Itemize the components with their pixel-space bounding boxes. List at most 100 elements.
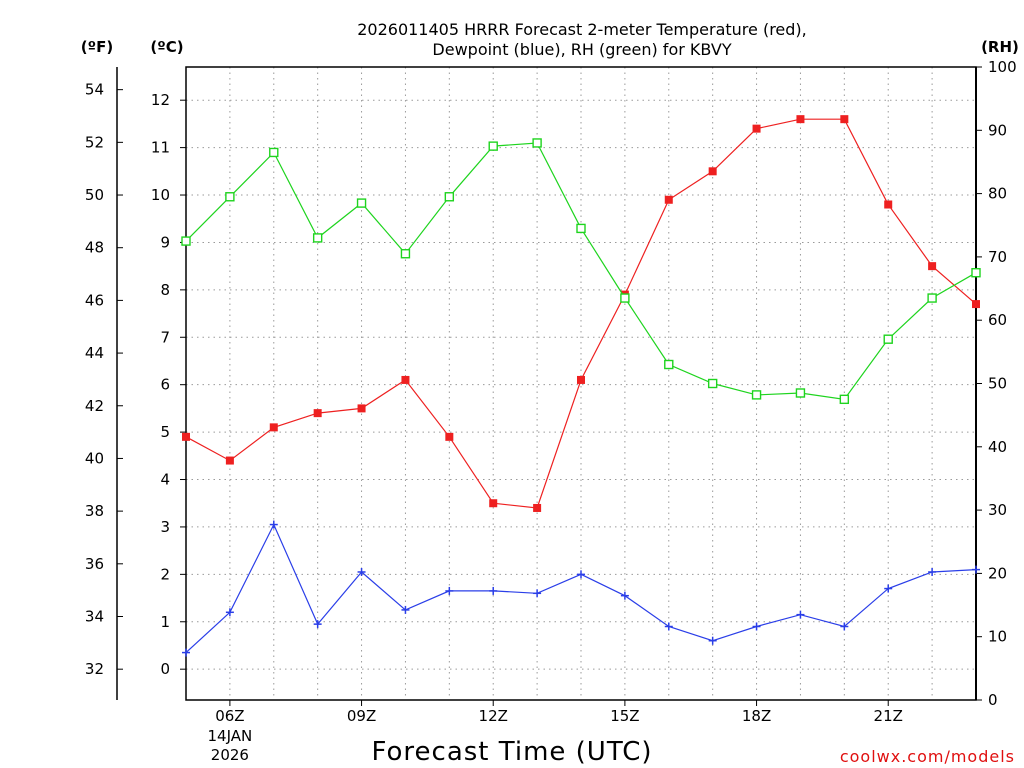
temperature-point [269,423,278,432]
rh-tick-label: 100 [988,58,1017,76]
celsius-tick-label: 7 [160,328,170,346]
celsius-tick-label: 3 [160,518,170,536]
fahrenheit-unit-label: (ºF) [81,38,113,56]
fahrenheit-tick-label: 42 [85,397,104,415]
tick-labels: 0123456789101112323436384042444648505254… [85,58,1017,764]
dewpoint-point [884,584,893,593]
rh-point [225,192,235,202]
rh-point [576,223,586,234]
celsius-tick-label: 11 [151,139,170,157]
rh-tick-label: 0 [988,691,998,709]
rh-point [356,198,367,208]
rh-point [707,378,718,389]
dewpoint-point [489,586,498,595]
dewpoint-point [708,636,717,645]
credit-text: coolwx.com/models [840,747,1015,766]
temperature-point [840,115,849,124]
fahrenheit-tick-label: 54 [85,81,104,99]
temperature-point [884,200,893,209]
fahrenheit-tick-label: 52 [85,133,104,151]
dewpoint-point [357,567,366,576]
celsius-tick-label: 0 [160,660,170,678]
dewpoint-point [445,586,454,595]
temperature-point [357,404,366,413]
celsius-tick-label: 5 [160,423,170,441]
dewpoint-point [620,591,629,600]
dewpoint-point [313,620,322,629]
x-tick-label: 06Z [215,707,244,725]
fahrenheit-tick-label: 50 [85,186,104,204]
celsius-tick-label: 1 [160,613,170,631]
x-tick-label: 18Z [742,707,771,725]
celsius-tick-label: 6 [160,376,170,394]
celsius-tick-label: 2 [160,565,170,583]
temperature-point [708,167,717,176]
title-line-2: Dewpoint (blue), RH (green) for KBVY [432,40,731,59]
rh-tick-label: 70 [988,248,1007,266]
temperature-point [225,456,234,465]
temperature-point [533,503,542,512]
rh-point [269,147,279,158]
rh-tick-label: 90 [988,121,1007,139]
x-tick-year: 2026 [211,746,249,764]
x-tick-label: 12Z [479,707,508,725]
celsius-tick-label: 10 [151,186,170,204]
fahrenheit-tick-label: 34 [85,607,104,625]
rh-tick-label: 80 [988,185,1007,203]
celsius-tick-label: 4 [160,471,170,489]
rh-tick-label: 50 [988,375,1007,393]
rh-point [839,394,850,405]
rh-tick-label: 60 [988,311,1007,329]
temperature-point [796,115,805,124]
temperature-point [401,375,410,384]
x-tick-label: 15Z [610,707,639,725]
dewpoint-point [533,589,542,598]
rh-point [444,192,455,202]
rh-point [312,233,323,243]
rh-unit-label: (RH) [981,38,1019,56]
fahrenheit-tick-label: 48 [85,239,104,257]
temperature-point [928,262,937,271]
fahrenheit-tick-label: 32 [85,660,104,678]
title: 2026011405 HRRR Forecast 2-meter Tempera… [357,20,807,59]
dewpoint-point [796,610,805,619]
rh-tick-label: 30 [988,501,1007,519]
dewpoint-point [664,622,673,631]
celsius-tick-label: 9 [160,233,170,251]
temperature-point [182,432,190,441]
temperature-point [752,124,761,133]
rh-tick-label: 20 [988,564,1007,582]
dewpoint-point [182,648,190,657]
fahrenheit-tick-label: 40 [85,449,104,467]
x-tick-label: 09Z [347,707,376,725]
rh-point [181,236,191,246]
fahrenheit-tick-label: 46 [85,291,104,309]
x-tick-date: 14JAN [208,727,253,745]
dewpoint-point [577,570,585,579]
rh-point [971,268,981,278]
fahrenheit-tick-label: 44 [85,344,104,362]
temperature-point [313,409,322,418]
rh-point [620,293,630,303]
dewpoint-line [185,523,977,654]
dewpoint-point [225,608,234,617]
dewpoint-point [752,622,761,631]
rh-point [795,388,806,398]
series-dewpoint [182,520,980,657]
rh-tick-label: 10 [988,628,1007,646]
celsius-unit-label: (ºC) [150,38,183,56]
title-line-1: 2026011405 HRRR Forecast 2-meter Tempera… [357,20,807,39]
dewpoint-point [401,605,410,614]
temperature-point [577,375,585,384]
rh-point [488,141,498,151]
rh-tick-label: 40 [988,438,1007,456]
rh-point [751,390,762,400]
axes [116,66,982,706]
rh-point [927,293,937,303]
fahrenheit-tick-label: 36 [85,555,104,573]
temperature-point [664,195,673,204]
rh-point [400,249,411,259]
series [181,115,981,657]
x-axis-label: Forecast Time (UTC) [371,737,652,767]
